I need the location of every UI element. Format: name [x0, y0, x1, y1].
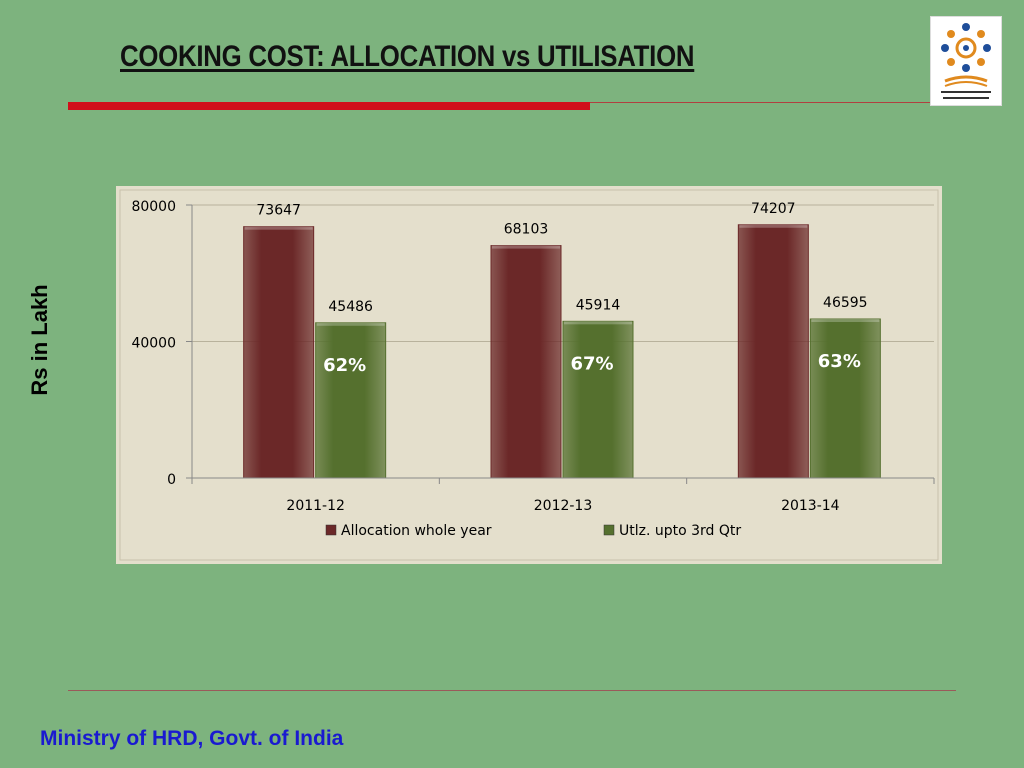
chart-frame: 0 40000 80000 73647 45486 62% 2011-12 68103 4591…: [116, 186, 942, 564]
bar-utilisation: [562, 320, 634, 479]
y-tick-label: 40000: [131, 336, 176, 352]
legend-label: Utlz. upto 3rd Qtr: [619, 523, 741, 539]
bar-highlight: [492, 245, 560, 249]
bar-allocation: [490, 245, 562, 479]
bar-allocation: [737, 224, 809, 479]
bar-highlight: [564, 321, 632, 325]
mid-day-meal-logo-icon: [930, 16, 1002, 106]
y-tick-label: 80000: [131, 199, 176, 215]
x-category-label: 2011-12: [286, 498, 345, 514]
bar-utilisation: [809, 318, 881, 479]
legend-label: Allocation whole year: [341, 523, 492, 539]
bar-highlight: [811, 318, 880, 322]
footer-rule: [68, 690, 956, 691]
bar-highlight: [244, 226, 313, 230]
title-rule-extension: [590, 102, 930, 103]
bar-utilisation: [315, 322, 387, 479]
footer-text: Ministry of HRD, Govt. of India: [40, 727, 344, 750]
bar-allocation: [243, 226, 315, 479]
data-label: 45914: [576, 297, 621, 313]
percent-label: 67%: [570, 353, 613, 374]
percent-label: 62%: [323, 355, 366, 376]
legend-swatch-allocation: [325, 524, 337, 536]
bar-chart: 0 40000 80000 73647 45486 62% 2011-12 68103 4591…: [119, 189, 939, 561]
x-category-label: 2013-14: [781, 498, 840, 514]
slide-title: COOKING COST: ALLOCATION vs UTILISATION: [120, 40, 695, 73]
bar-highlight: [739, 224, 808, 228]
chart-inner-border: [119, 189, 939, 561]
y-tick-label: 0: [167, 472, 176, 488]
bar-highlight: [316, 322, 385, 326]
title-rule: [68, 102, 590, 110]
y-axis-side-label: Rs in Lakh: [27, 284, 52, 396]
data-label: 68103: [504, 222, 549, 238]
legend-swatch-utilisation: [603, 524, 615, 536]
data-label: 45486: [328, 299, 373, 315]
x-category-label: 2012-13: [534, 498, 593, 514]
logo-figures: [941, 23, 991, 72]
data-label: 46595: [823, 295, 868, 311]
data-label: 73647: [256, 203, 301, 219]
percent-label: 63%: [818, 351, 861, 372]
data-label: 74207: [751, 201, 796, 217]
